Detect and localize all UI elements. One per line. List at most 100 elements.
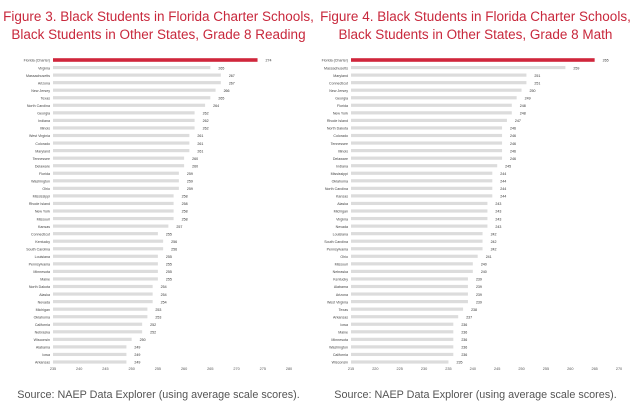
category-label: Arkansas bbox=[333, 315, 348, 319]
category-label: Illinois bbox=[40, 127, 50, 131]
bar bbox=[351, 352, 454, 357]
value-label: 255 bbox=[166, 270, 172, 274]
category-label: South Carolina bbox=[26, 247, 50, 251]
category-label: Delaware bbox=[333, 157, 348, 161]
bar bbox=[351, 232, 483, 236]
category-label: Kansas bbox=[336, 195, 348, 199]
x-tick-label: 255 bbox=[155, 367, 161, 371]
category-label: Virginia bbox=[336, 217, 348, 221]
value-label: 265 bbox=[603, 59, 609, 63]
bar bbox=[53, 307, 148, 311]
bar bbox=[351, 186, 493, 190]
reading-title-line-2: Black Students in Other States, Grade 8 … bbox=[11, 27, 306, 42]
value-label: 237 bbox=[466, 315, 472, 319]
category-label: Florida bbox=[39, 172, 50, 176]
bar bbox=[53, 239, 164, 243]
value-label: 238 bbox=[471, 308, 477, 312]
category-label: Arkansas bbox=[35, 361, 50, 365]
x-tick-label: 240 bbox=[76, 367, 82, 371]
x-tick-label: 240 bbox=[470, 367, 476, 371]
x-tick-label: 260 bbox=[181, 367, 187, 371]
value-label: 262 bbox=[203, 112, 209, 116]
value-label: 249 bbox=[134, 361, 140, 365]
category-label: Ohio bbox=[42, 187, 50, 191]
value-label: 244 bbox=[500, 195, 506, 199]
x-tick-label: 250 bbox=[518, 367, 524, 371]
category-label: Maryland bbox=[35, 149, 50, 153]
category-label: Nebraska bbox=[333, 270, 348, 274]
reading-source-note: Source: NAEP Data Explorer (using averag… bbox=[17, 389, 300, 401]
bar bbox=[351, 194, 493, 198]
bar bbox=[53, 118, 195, 122]
value-label: 253 bbox=[155, 315, 161, 319]
category-label: North Carolina bbox=[27, 104, 50, 108]
category-label: Pennsylvania bbox=[327, 247, 348, 251]
bar bbox=[351, 224, 488, 228]
bar bbox=[351, 300, 468, 304]
x-tick-label: 215 bbox=[348, 367, 354, 371]
x-tick-label: 245 bbox=[494, 367, 500, 371]
bar bbox=[53, 292, 153, 296]
value-label: 236 bbox=[461, 346, 467, 350]
category-label: North Carolina bbox=[325, 187, 348, 191]
bar bbox=[351, 133, 503, 138]
category-label: Louisiana bbox=[333, 232, 348, 236]
value-label: 243 bbox=[495, 217, 501, 221]
x-tick-label: 250 bbox=[128, 367, 134, 371]
value-label: 235 bbox=[456, 361, 462, 365]
value-label: 246 bbox=[510, 149, 516, 153]
bar bbox=[351, 254, 478, 258]
category-label: Nebraska bbox=[35, 331, 50, 335]
math-source-note: Source: NAEP Data Explorer (using averag… bbox=[334, 389, 617, 401]
bar bbox=[53, 209, 174, 213]
bar bbox=[53, 133, 190, 138]
bar bbox=[351, 73, 527, 77]
value-label: 243 bbox=[495, 202, 501, 206]
bar bbox=[351, 88, 522, 92]
bar bbox=[53, 216, 174, 221]
value-label: 259 bbox=[187, 172, 193, 176]
bar bbox=[53, 247, 164, 251]
x-tick-label: 265 bbox=[207, 367, 213, 371]
category-label: Mississippi bbox=[33, 195, 51, 199]
bar bbox=[351, 81, 527, 85]
value-label: 246 bbox=[510, 127, 516, 131]
value-label: 244 bbox=[500, 187, 506, 191]
bar bbox=[53, 149, 190, 153]
value-label: 242 bbox=[491, 240, 497, 244]
reading-chart-panel: Figure 3. Black Students in Florida Char… bbox=[0, 8, 317, 401]
value-label: 240 bbox=[481, 270, 487, 274]
value-label: 262 bbox=[203, 127, 209, 131]
bar bbox=[351, 149, 503, 153]
category-label: North Dakota bbox=[327, 127, 348, 131]
math-title-line-2: Black Students in Other States, Grade 8 … bbox=[338, 27, 613, 42]
value-label: 239 bbox=[476, 293, 482, 297]
value-label: 244 bbox=[500, 180, 506, 184]
category-label: Illinois bbox=[338, 149, 348, 153]
bar bbox=[53, 345, 127, 349]
category-label: New York bbox=[333, 112, 348, 116]
bar bbox=[351, 111, 512, 115]
value-label: 236 bbox=[461, 338, 467, 342]
category-label: Wisconsin bbox=[34, 338, 50, 342]
value-label: 253 bbox=[155, 308, 161, 312]
value-label: 259 bbox=[187, 180, 193, 184]
reading-chart-title: Figure 3. Black Students in Florida Char… bbox=[0, 8, 317, 44]
category-label: Tennessee bbox=[33, 157, 50, 161]
x-tick-label: 260 bbox=[567, 367, 573, 371]
value-label: 261 bbox=[197, 142, 203, 146]
value-label: 240 bbox=[481, 263, 487, 267]
category-label: Kentucky bbox=[35, 240, 50, 244]
value-label: 259 bbox=[573, 66, 579, 70]
category-label: Oklahoma bbox=[332, 180, 348, 184]
value-label: 266 bbox=[224, 89, 230, 93]
value-label: 250 bbox=[140, 338, 146, 342]
category-label: Michigan bbox=[36, 308, 50, 312]
category-label: Alaska bbox=[39, 293, 50, 297]
category-label: Washington bbox=[329, 346, 348, 350]
bar bbox=[351, 96, 517, 100]
bar bbox=[351, 126, 503, 130]
category-label: Colorado bbox=[333, 134, 348, 138]
bar bbox=[351, 322, 454, 326]
value-label: 254 bbox=[161, 285, 167, 289]
